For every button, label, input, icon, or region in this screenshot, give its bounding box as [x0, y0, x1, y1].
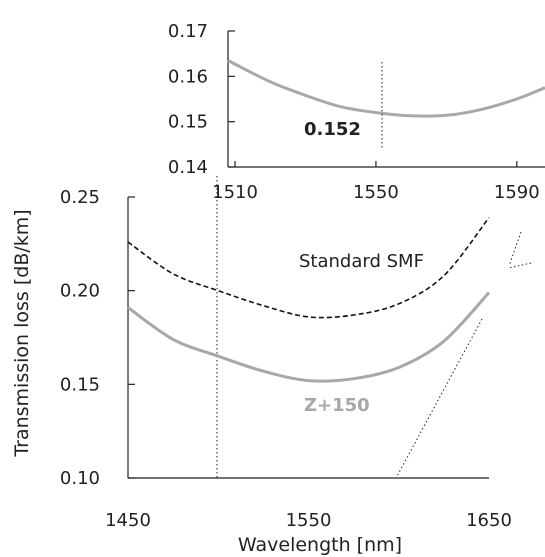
- zoom-connector-right-mid: [508, 231, 522, 267]
- inset-x-tick-label: 1550: [353, 182, 399, 203]
- main-line-z-150: [127, 291, 491, 383]
- x-axis-label: Wavelength [nm]: [238, 534, 402, 556]
- main-series-group: [127, 217, 491, 383]
- y-axis-label: Transmission loss [dB/km]: [11, 209, 33, 457]
- inset-y-tick-label: 0.14: [168, 157, 208, 178]
- series-label-standard-smf: Standard SMF: [299, 251, 424, 272]
- series-label-z150: Z+150: [304, 395, 370, 416]
- main-tick-labels: 0.10 0.15 0.20 0.25 1450 1550 1650: [60, 187, 512, 531]
- inset-y-tick-label: 0.17: [168, 21, 208, 42]
- main-y-tick-label: 0.25: [60, 187, 100, 208]
- inset-plot: 0.14 0.15 0.16 0.17 1510 1550 1590 0.152: [168, 21, 545, 203]
- zoom-connector-lines: [216, 176, 532, 479]
- main-x-tick-label: 1650: [466, 510, 512, 531]
- main-x-tick-label: 1550: [286, 510, 332, 531]
- inset-tick-labels: 0.14 0.15 0.16 0.17 1510 1550 1590: [168, 21, 540, 203]
- main-y-tick-label: 0.10: [60, 468, 100, 489]
- zoom-connector-right-lower: [395, 318, 483, 479]
- inset-annotation-value: 0.152: [304, 119, 361, 140]
- main-y-tick-label: 0.20: [60, 281, 100, 302]
- main-y-tick-label: 0.15: [60, 374, 100, 395]
- main-plot: 0.10 0.15 0.20 0.25 1450 1550 1650 Wavelength …: [11, 187, 512, 556]
- main-line-standard-smf: [127, 217, 490, 319]
- inset-y-tick-label: 0.15: [168, 112, 208, 133]
- inset-series-group: [227, 59, 545, 118]
- main-axes: [127, 196, 489, 479]
- inset-y-tick-label: 0.16: [168, 66, 208, 87]
- inset-x-tick-label: 1590: [494, 182, 540, 203]
- inset-x-tick-label: 1510: [212, 182, 258, 203]
- inset-line-z-150: [227, 59, 545, 118]
- main-x-tick-label: 1450: [105, 510, 151, 531]
- zoom-connector-right-upper: [508, 262, 532, 269]
- inset-axes: [227, 30, 545, 168]
